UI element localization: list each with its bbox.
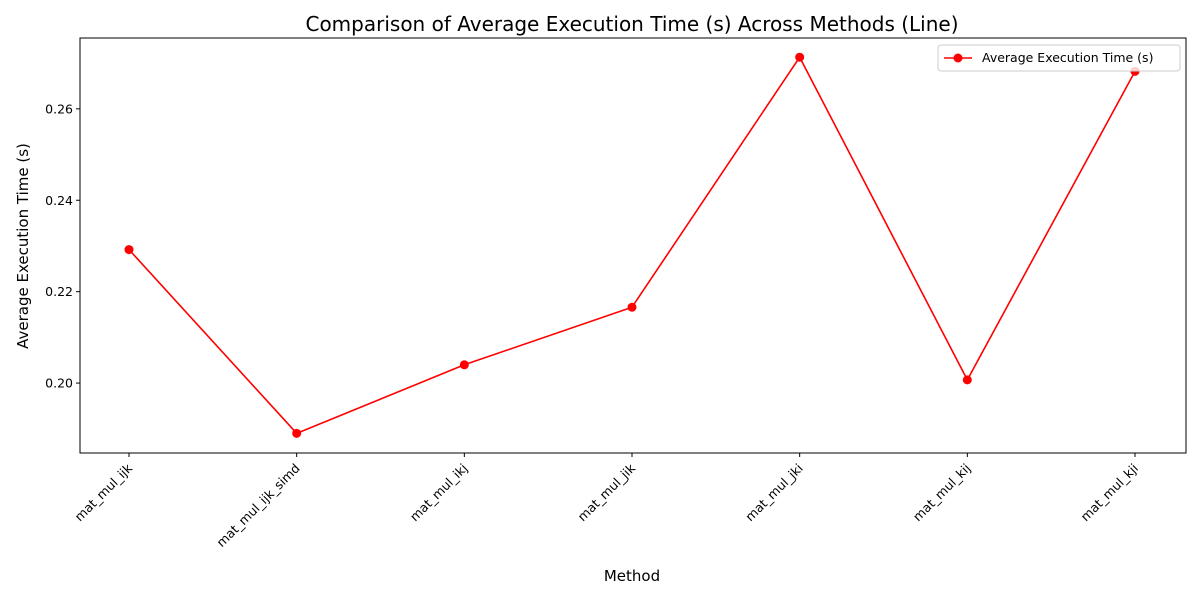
series-layer	[124, 52, 1140, 438]
y-tick-label: 0.26	[45, 101, 73, 116]
x-tick-label: mat_mul_ijk	[71, 460, 135, 524]
y-tick-label: 0.22	[45, 284, 73, 299]
legend-marker-swatch	[953, 53, 963, 63]
x-tick-label: mat_mul_kij	[910, 461, 974, 525]
plot-frame	[79, 37, 1187, 454]
y-axis-ticks: 0.20 0.22 0.24 0.26	[45, 101, 80, 391]
data-point	[459, 360, 469, 370]
chart-title: Comparison of Average Execution Time (s)…	[305, 12, 958, 36]
data-point	[292, 428, 302, 438]
data-point	[795, 52, 805, 62]
x-tick-label: mat_mul_ikj	[407, 461, 471, 525]
series-line	[128, 56, 1136, 435]
y-tick-label: 0.20	[45, 376, 73, 391]
legend-label: Average Execution Time (s)	[982, 50, 1153, 65]
data-point	[962, 375, 972, 385]
y-axis-label: Average Execution Time (s)	[14, 143, 32, 349]
x-tick-label: mat_mul_kji	[1077, 461, 1141, 525]
data-point	[627, 302, 637, 312]
data-point	[124, 245, 134, 255]
x-tick-label: mat_mul_jki	[742, 461, 806, 525]
x-tick-label: mat_mul_ijk_simd	[213, 461, 302, 550]
x-tick-label: mat_mul_jik	[574, 460, 638, 524]
y-tick-label: 0.24	[45, 193, 73, 208]
x-axis-ticks: mat_mul_ijk mat_mul_ijk_simd mat_mul_ikj ma…	[71, 453, 1141, 550]
legend-box	[937, 44, 1181, 72]
legend: Average Execution Time (s)	[937, 44, 1181, 72]
x-axis-label: Method	[604, 567, 660, 585]
